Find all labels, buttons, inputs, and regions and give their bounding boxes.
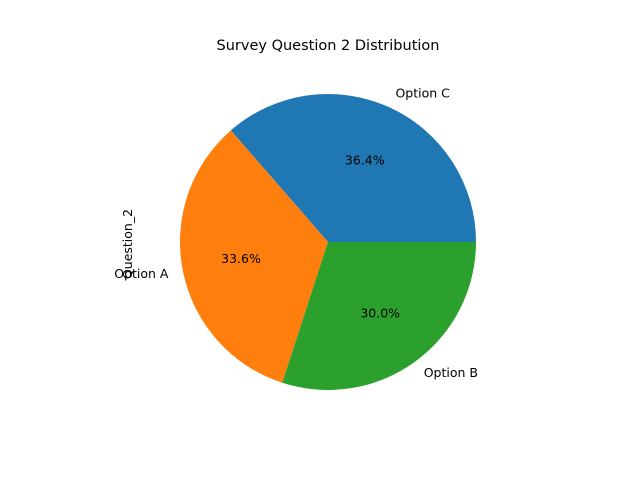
slice-label: Option A (114, 266, 169, 281)
slice-label: Option B (424, 365, 478, 380)
pie-slice-option-c (230, 93, 477, 242)
y-axis-label: Question_2 (120, 209, 135, 279)
slice-percent-label: 36.4% (345, 153, 385, 168)
slice-label: Option C (395, 85, 450, 100)
slice-percent-label: 33.6% (221, 251, 261, 266)
pie-labels: Option C 36.4% Option A 33.6% Option B 30.0% (114, 85, 478, 380)
pie-slice-option-b (282, 242, 476, 390)
pie-slice-option-a (179, 130, 328, 383)
chart-title: Survey Question 2 Distribution (217, 38, 440, 54)
slice-percent-label: 30.0% (360, 305, 400, 320)
pie-slices (179, 93, 477, 390)
